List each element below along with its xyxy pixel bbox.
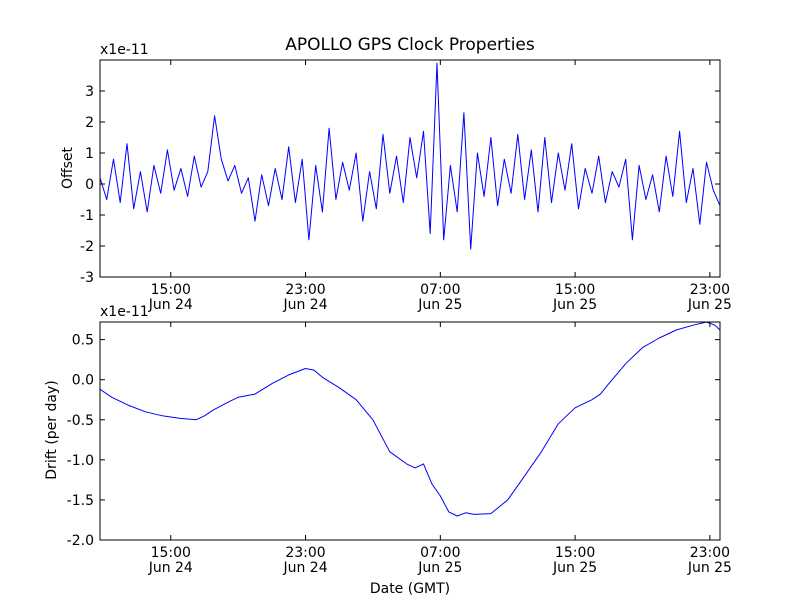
xtick-date-label: Jun 24 bbox=[148, 560, 193, 576]
ytick-label: 2 bbox=[85, 115, 94, 131]
xtick-date-label: Jun 24 bbox=[282, 297, 327, 313]
ytick-label: 0.5 bbox=[72, 333, 94, 349]
ytick-label: 0.0 bbox=[72, 373, 94, 389]
ytick-label: -1.0 bbox=[67, 453, 94, 469]
xtick-time-label: 15:00 bbox=[555, 545, 595, 561]
plot-frame bbox=[99, 321, 721, 541]
plot-frame bbox=[99, 59, 721, 278]
y-axis-label: Drift (per day) bbox=[44, 380, 60, 479]
xtick-time-label: 15:00 bbox=[555, 282, 595, 298]
axis-scale-label: x1e-11 bbox=[100, 304, 149, 320]
y-axis-label: Offset bbox=[60, 146, 76, 189]
xtick-time-label: 23:00 bbox=[690, 282, 730, 298]
ytick-label: -0.5 bbox=[67, 413, 94, 429]
x-axis-label: Date (GMT) bbox=[370, 581, 450, 597]
xtick-time-label: 23:00 bbox=[285, 545, 325, 561]
xtick-time-label: 23:00 bbox=[285, 282, 325, 298]
xtick-date-label: Jun 25 bbox=[687, 560, 732, 576]
ytick-label: 0 bbox=[85, 177, 94, 193]
xtick-date-label: Jun 25 bbox=[417, 560, 462, 576]
ytick-label: -2 bbox=[80, 239, 94, 255]
axis-scale-label: x1e-11 bbox=[100, 42, 149, 58]
xtick-date-label: Jun 25 bbox=[417, 297, 462, 313]
series-line-offset bbox=[100, 62, 720, 250]
xtick-time-label: 07:00 bbox=[420, 545, 460, 561]
ytick-label: -1 bbox=[80, 208, 94, 224]
xtick-time-label: 07:00 bbox=[420, 282, 460, 298]
ytick-label: -1.5 bbox=[67, 493, 94, 509]
xtick-date-label: Jun 25 bbox=[687, 297, 732, 313]
ytick-label: -2.0 bbox=[67, 533, 94, 549]
xtick-time-label: 23:00 bbox=[690, 545, 730, 561]
ytick-label: 3 bbox=[85, 84, 94, 100]
chart-title: APOLLO GPS Clock Properties bbox=[285, 35, 535, 55]
series-line-drift bbox=[100, 322, 720, 517]
xtick-date-label: Jun 24 bbox=[282, 560, 327, 576]
xtick-date-label: Jun 25 bbox=[552, 560, 597, 576]
xtick-time-label: 15:00 bbox=[151, 545, 191, 561]
xtick-date-label: Jun 25 bbox=[552, 297, 597, 313]
xtick-time-label: 15:00 bbox=[151, 282, 191, 298]
ytick-label: -3 bbox=[80, 270, 94, 286]
xtick-date-label: Jun 24 bbox=[148, 297, 193, 313]
ytick-label: 1 bbox=[85, 146, 94, 162]
